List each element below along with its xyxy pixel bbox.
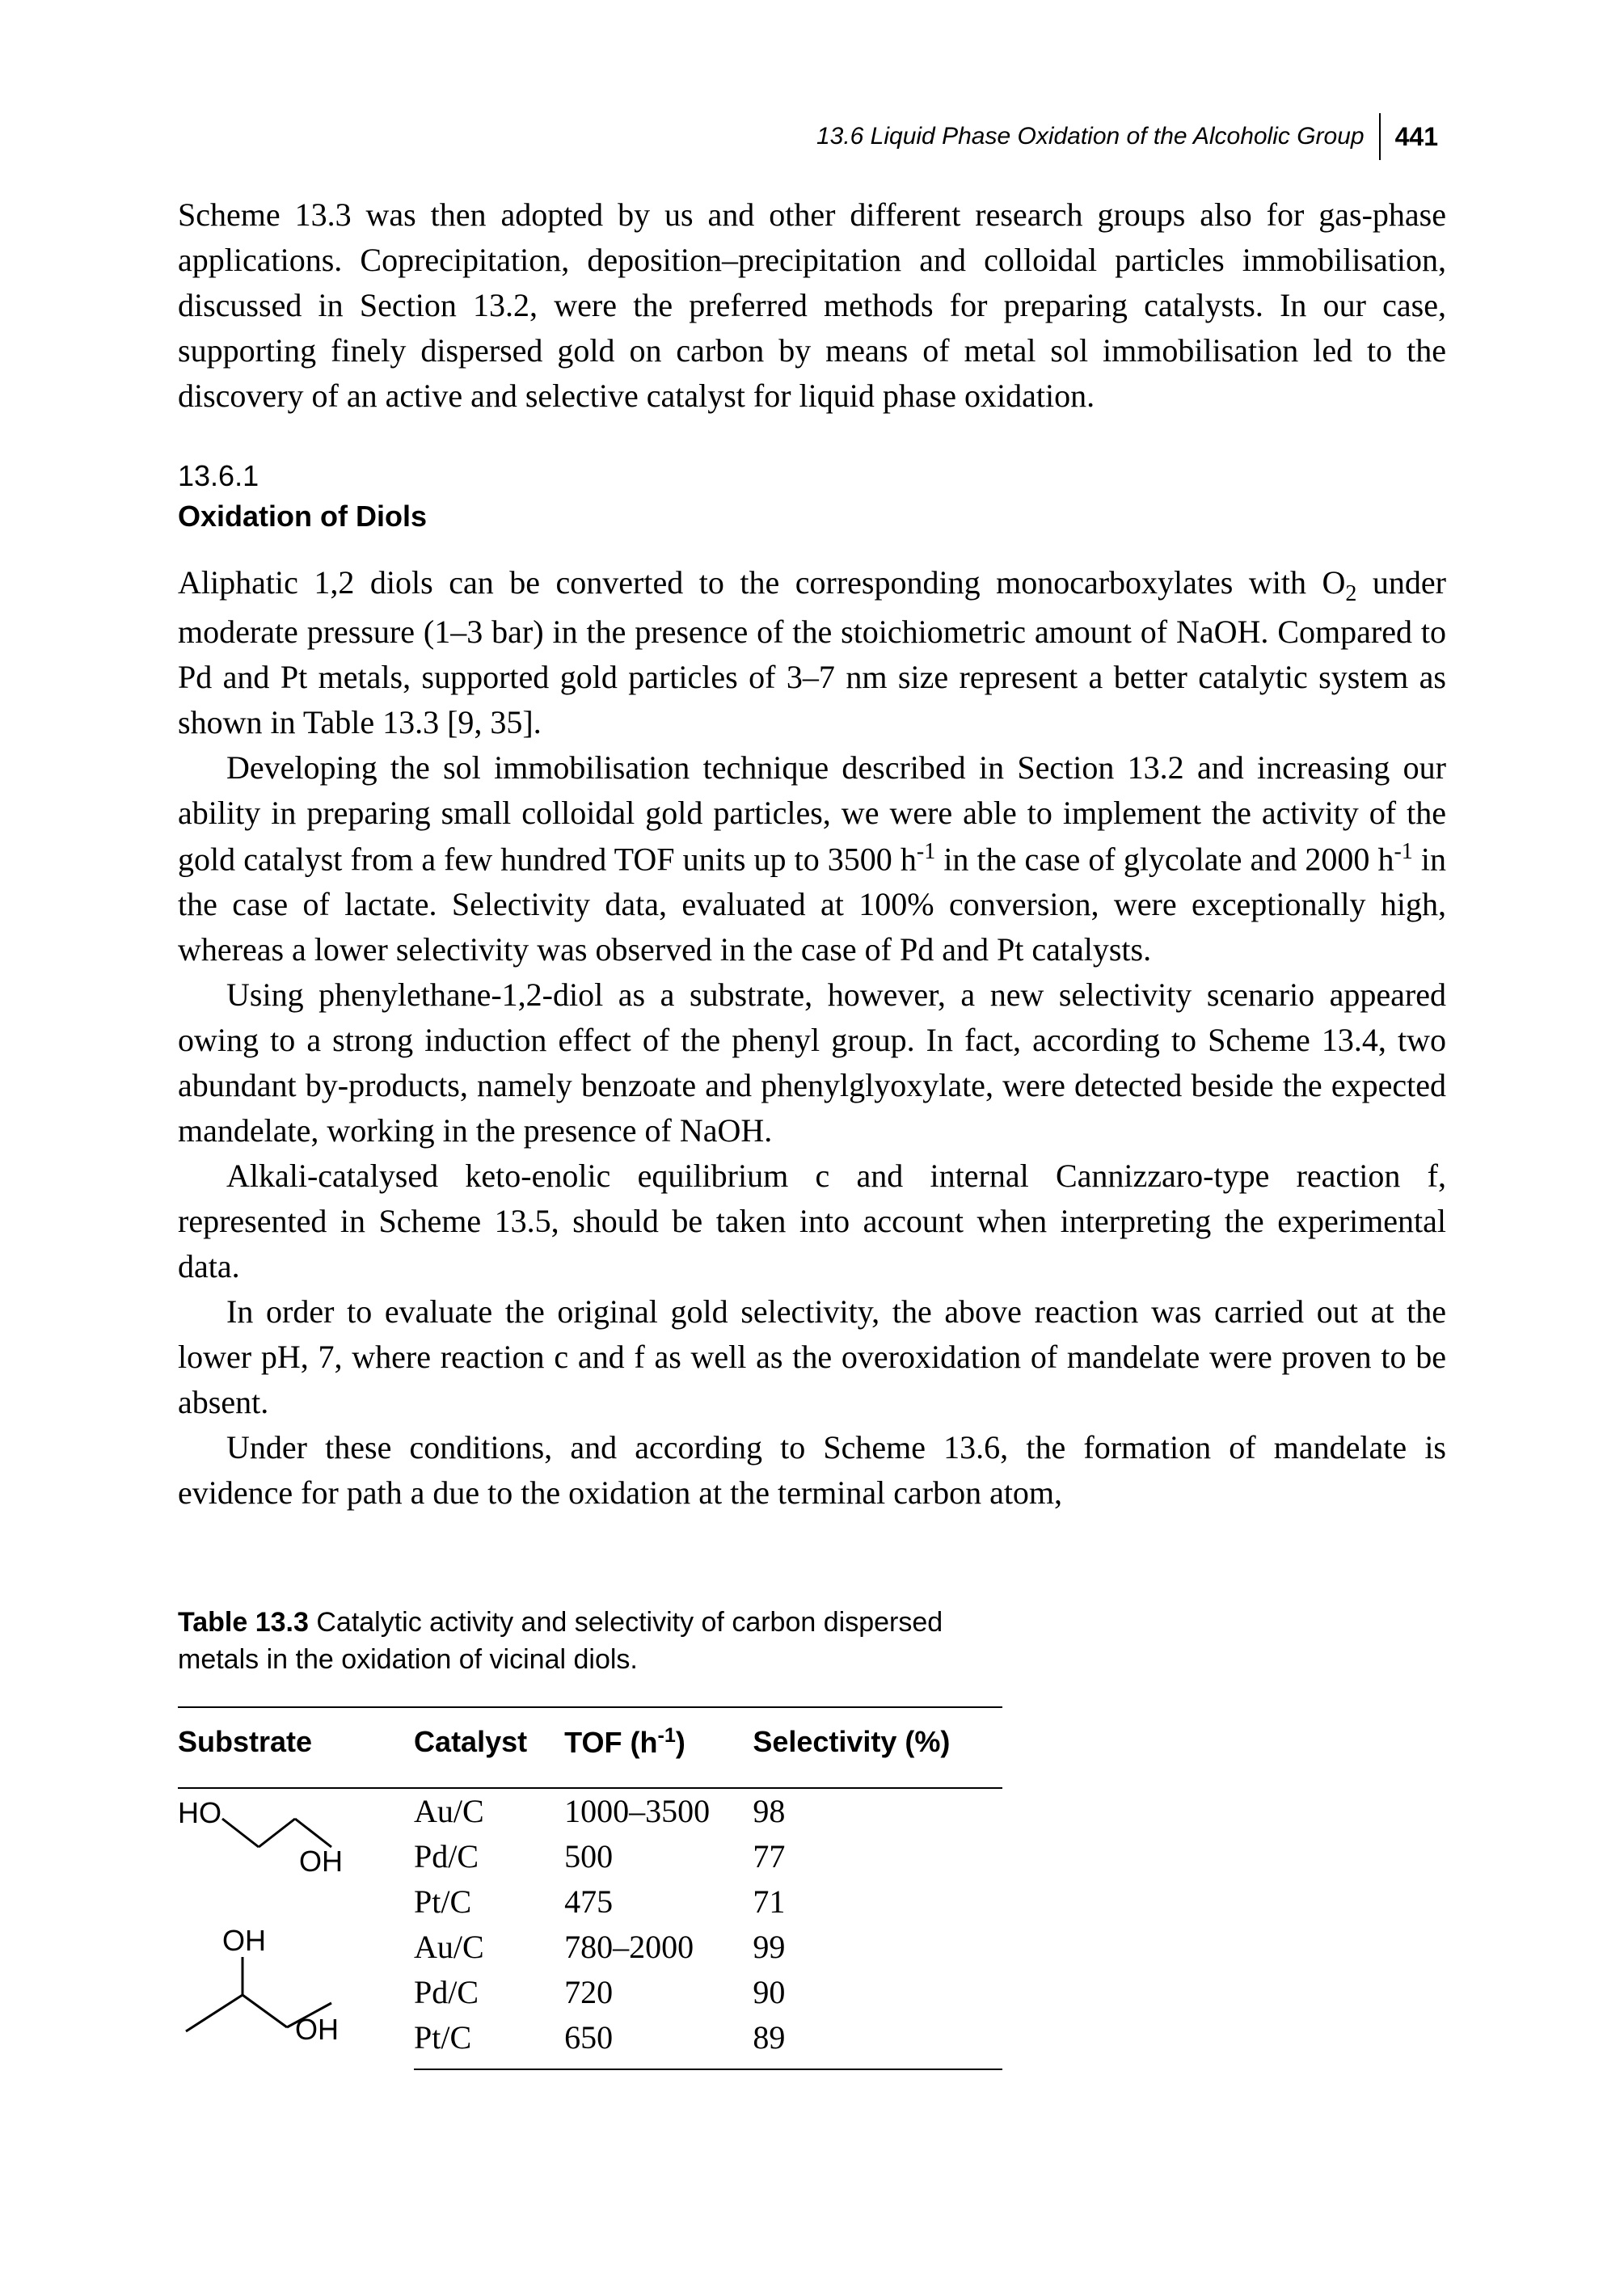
cell-catalyst: Pd/C <box>414 1834 564 1879</box>
page: 13.6 Liquid Phase Oxidation of the Alcoh… <box>0 0 1624 2290</box>
paragraph-b6: Under these conditions, and according to… <box>178 1425 1446 1516</box>
label-oh: OH <box>299 1845 343 1878</box>
col-tof: TOF (h-1) <box>564 1707 753 1788</box>
running-header-section: 13.6 Liquid Phase Oxidation of the Alcoh… <box>816 123 1365 150</box>
cell-catalyst: Pt/C <box>414 2015 564 2069</box>
superscript: -1 <box>917 839 935 864</box>
cell-selectivity: 99 <box>753 1925 1002 1970</box>
molecule-icon: HO OH <box>178 1790 364 1887</box>
cell-selectivity: 90 <box>753 1970 1002 2015</box>
cell-tof: 1000–3500 <box>564 1788 753 1834</box>
col-selectivity: Selectivity (%) <box>753 1707 1002 1788</box>
substrate-cell: OH OH <box>178 1925 414 2069</box>
superscript: -1 <box>1394 839 1412 864</box>
cell-tof: 720 <box>564 1970 753 2015</box>
substrate-cell: HO OH <box>178 1788 414 1925</box>
table-block: Table 13.3 Catalytic activity and select… <box>178 1605 1446 2070</box>
substrate-structure-propylene-glycol: OH OH <box>178 1926 364 2056</box>
cell-selectivity: 77 <box>753 1834 1002 1879</box>
cell-catalyst: Pd/C <box>414 1970 564 2015</box>
paragraph-b5: In order to evaluate the original gold s… <box>178 1289 1446 1425</box>
cell-catalyst: Au/C <box>414 1925 564 1970</box>
paragraph-b1: Aliphatic 1,2 diols can be converted to … <box>178 560 1446 745</box>
paragraph-b3: Using phenylethane-1,2-diol as a substra… <box>178 972 1446 1153</box>
cell-selectivity: 71 <box>753 1879 1002 1925</box>
cell-tof: 500 <box>564 1834 753 1879</box>
running-header: 13.6 Liquid Phase Oxidation of the Alcoh… <box>178 113 1446 160</box>
table-header-row: Substrate Catalyst TOF (h-1) Selectivity… <box>178 1707 1002 1788</box>
cell-tof: 475 <box>564 1879 753 1925</box>
text: Aliphatic 1,2 diols can be converted to … <box>178 564 1345 601</box>
label-ho: HO <box>178 1796 221 1829</box>
table-row: HO OH Au/C 1000–3500 98 <box>178 1788 1002 1834</box>
paragraph-b4: Alkali-catalysed keto-enolic equilibrium… <box>178 1153 1446 1289</box>
paragraph-intro: Scheme 13.3 was then adopted by us and o… <box>178 192 1446 419</box>
page-number: 441 <box>1395 122 1438 152</box>
cell-catalyst: Pt/C <box>414 1879 564 1925</box>
header-divider <box>1379 113 1381 160</box>
section-number: 13.6.1 <box>178 456 1446 496</box>
subscript: 2 <box>1345 581 1356 606</box>
cell-selectivity: 89 <box>753 2015 1002 2069</box>
cell-tof: 650 <box>564 2015 753 2069</box>
molecule-icon: OH OH <box>178 1926 364 2056</box>
data-table: Substrate Catalyst TOF (h-1) Selectivity… <box>178 1706 1002 2070</box>
intro-paragraph-block: Scheme 13.3 was then adopted by us and o… <box>178 192 1446 419</box>
table-caption: Table 13.3 Catalytic activity and select… <box>178 1605 986 1679</box>
section-heading: 13.6.1 Oxidation of Diols <box>178 456 1446 538</box>
substrate-structure-ethylene-glycol: HO OH <box>178 1790 364 1920</box>
col-catalyst: Catalyst <box>414 1707 564 1788</box>
superscript: -1 <box>657 1724 675 1747</box>
cell-selectivity: 98 <box>753 1788 1002 1834</box>
table-row: OH OH Au/C 780–2000 99 <box>178 1925 1002 1970</box>
text: ) <box>676 1726 685 1759</box>
col-substrate: Substrate <box>178 1707 414 1788</box>
paragraph-b2: Developing the sol immobilisation techni… <box>178 745 1446 972</box>
section-title: Oxidation of Diols <box>178 496 1446 537</box>
body-block: Aliphatic 1,2 diols can be converted to … <box>178 560 1446 1516</box>
label-oh-top: OH <box>222 1926 266 1957</box>
cell-catalyst: Au/C <box>414 1788 564 1834</box>
cell-tof: 780–2000 <box>564 1925 753 1970</box>
text: TOF (h <box>564 1726 657 1759</box>
table-label: Table 13.3 <box>178 1607 309 1638</box>
text: in the case of glycolate and 2000 h <box>935 841 1394 877</box>
label-oh-right: OH <box>295 2013 339 2046</box>
